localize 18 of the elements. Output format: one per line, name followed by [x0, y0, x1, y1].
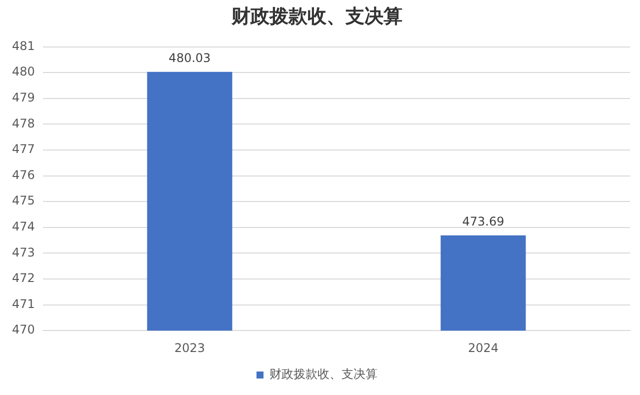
y-tick-label: 476	[12, 168, 35, 182]
x-tick-label: 2023	[174, 340, 205, 355]
y-tick-label: 480	[12, 64, 35, 79]
chart-title: 财政拨款收、支决算	[230, 5, 402, 28]
y-tick-label: 475	[12, 194, 35, 208]
data-label: 473.69	[462, 214, 504, 229]
x-tick-label: 2024	[468, 340, 498, 355]
y-tick-label: 471	[12, 296, 35, 311]
data-label: 480.03	[168, 50, 211, 65]
y-tick-label: 473	[12, 245, 35, 260]
y-tick-label: 470	[12, 322, 35, 337]
y-tick-label: 479	[12, 90, 35, 105]
y-tick-label: 477	[12, 142, 35, 156]
legend-label: 财政拨款收、支决算	[270, 367, 378, 382]
y-tick-label: 478	[12, 116, 35, 130]
y-tick-label: 474	[12, 220, 35, 234]
y-tick-label: 481	[12, 38, 35, 53]
y-tick-label: 472	[12, 271, 35, 286]
